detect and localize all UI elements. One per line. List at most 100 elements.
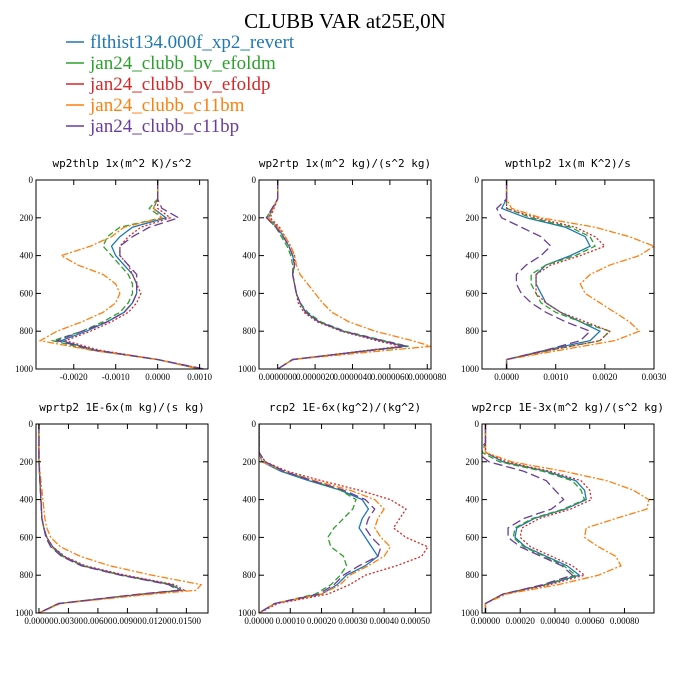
series-line <box>59 180 200 369</box>
x-tick-label: 0.00000 <box>24 616 54 626</box>
y-tick-label: 200 <box>466 213 480 223</box>
series-line <box>505 180 611 369</box>
x-tick-label: 0.00900 <box>113 616 143 626</box>
panel-title: wp2rtp 1x(m^2 kg)/(s^2 kg) <box>259 157 431 170</box>
x-tick-label: 0.0010 <box>187 372 212 382</box>
y-tick-label: 800 <box>243 570 257 580</box>
series-line <box>259 424 429 613</box>
panel-title: wp2rcp 1E-3x(m^2 kg)/(s^2 kg) <box>472 401 664 414</box>
series-line <box>505 180 612 369</box>
panel: wpthlp2 1x(m K^2)/s 0 200 400 600 800 1000 0.00… <box>461 157 667 382</box>
y-tick-label: 600 <box>466 532 480 542</box>
y-tick-label: 800 <box>466 326 480 336</box>
series-line <box>484 424 593 613</box>
plot-frame <box>258 179 432 370</box>
plot-frame <box>481 179 655 370</box>
x-tick-label: 0.0000000 <box>259 372 298 382</box>
y-tick-label: 1000 <box>461 364 480 374</box>
series-line <box>267 180 431 369</box>
series-line <box>63 180 204 369</box>
x-tick-label: 0.0000020 <box>296 372 335 382</box>
y-tick-label: 600 <box>20 288 34 298</box>
legend-entry: jan24_clubb_bv_efoldm <box>89 53 276 74</box>
legend-entry: jan24_clubb_bv_efoldp <box>89 74 270 95</box>
panel: wp2rtp 1x(m^2 kg)/(s^2 kg)0 200 400 600 800 1… <box>238 157 447 382</box>
x-tick-label: 0.00020 <box>307 616 337 626</box>
x-tick-label: 0.00050 <box>401 616 431 626</box>
y-tick-label: 0 <box>475 419 480 429</box>
x-tick-label: 0.00080 <box>610 616 640 626</box>
y-tick-label: 800 <box>20 326 34 336</box>
x-tick-label: 0.0000 <box>494 372 519 382</box>
y-tick-label: 600 <box>466 288 480 298</box>
x-tick-label: 0.00040 <box>540 616 570 626</box>
series-line <box>484 424 650 613</box>
y-tick-label: 0 <box>252 175 257 185</box>
panel-title: rcp2 1E-6x(kg^2)/(kg^2) <box>269 401 421 414</box>
series-line <box>38 424 183 613</box>
series-line <box>484 424 587 613</box>
series-line <box>259 424 382 613</box>
series-line <box>482 424 574 613</box>
x-tick-label: 0.0000 <box>145 372 170 382</box>
y-tick-label: 400 <box>243 251 257 261</box>
x-tick-label: 0.00020 <box>506 616 536 626</box>
y-tick-label: 400 <box>20 251 34 261</box>
x-tick-label: 0.0000060 <box>371 372 410 382</box>
series-line <box>265 180 407 369</box>
series-line <box>54 180 204 369</box>
plot-frame <box>35 423 209 614</box>
y-tick-label: 1000 <box>238 608 257 618</box>
panel: wp2rcp 1E-3x(m^2 kg)/(s^2 kg) 0 200 400 600 8… <box>461 401 664 626</box>
y-tick-label: 0 <box>29 175 34 185</box>
y-tick-label: 800 <box>466 570 480 580</box>
series-line <box>259 424 379 613</box>
x-tick-label: 0.00300 <box>54 616 84 626</box>
series-line <box>265 180 409 369</box>
y-tick-label: 0 <box>475 175 480 185</box>
y-tick-label: 800 <box>243 326 257 336</box>
x-tick-label: 0.0000040 <box>333 372 372 382</box>
panel: wp2thlp 1x(m^2 K)/s^2 0 200 400 600 800 1000 -0… <box>15 157 212 382</box>
x-tick-label: 0.00030 <box>338 616 368 626</box>
y-tick-label: 400 <box>20 495 34 505</box>
plot-frame <box>481 423 655 614</box>
y-tick-label: 1000 <box>461 608 480 618</box>
y-tick-label: 400 <box>466 495 480 505</box>
x-tick-label: 0.0020 <box>592 372 617 382</box>
series-line <box>500 180 602 369</box>
x-tick-label: 0.0010 <box>543 372 568 382</box>
y-tick-label: 1000 <box>238 364 257 374</box>
y-tick-label: 200 <box>20 213 34 223</box>
y-tick-label: 600 <box>20 532 34 542</box>
series-line <box>38 424 187 613</box>
y-tick-label: 800 <box>20 570 34 580</box>
x-tick-label: 0.0000080 <box>408 372 447 382</box>
panel: wprtp2 1E-6x(m kg)/(s kg) 0 200 400 600 800 10… <box>15 401 209 626</box>
y-tick-label: 1000 <box>15 608 34 618</box>
plot-frame <box>35 179 209 370</box>
legend-entry: flthist134.000f_xp2_revert <box>90 32 295 53</box>
legend: flthist134.000f_xp2_revertjan24_clubb_bv… <box>66 32 295 137</box>
y-tick-label: 400 <box>466 251 480 261</box>
y-tick-label: 600 <box>243 532 257 542</box>
x-tick-label: 0.00010 <box>276 616 306 626</box>
y-tick-label: 200 <box>243 457 257 467</box>
series-line <box>259 424 392 613</box>
x-tick-label: 0.01500 <box>172 616 202 626</box>
panel-title: wprtp2 1E-6x(m kg)/(s kg) <box>39 401 205 414</box>
plot-frame <box>258 423 432 614</box>
y-tick-label: 200 <box>466 457 480 467</box>
panel: rcp2 1E-6x(kg^2)/(kg^2) 0 200 400 600 800 1000… <box>238 401 432 626</box>
y-tick-label: 600 <box>243 288 257 298</box>
series-line <box>38 424 184 613</box>
x-tick-label: 0.00060 <box>575 616 605 626</box>
y-tick-label: 200 <box>20 457 34 467</box>
figure-title: CLUBB VAR at25E,0N <box>244 9 446 33</box>
series-line <box>38 424 181 613</box>
x-tick-label: 0.00040 <box>369 616 399 626</box>
series-line <box>259 424 357 613</box>
y-tick-label: 400 <box>243 495 257 505</box>
series-line <box>482 424 586 613</box>
